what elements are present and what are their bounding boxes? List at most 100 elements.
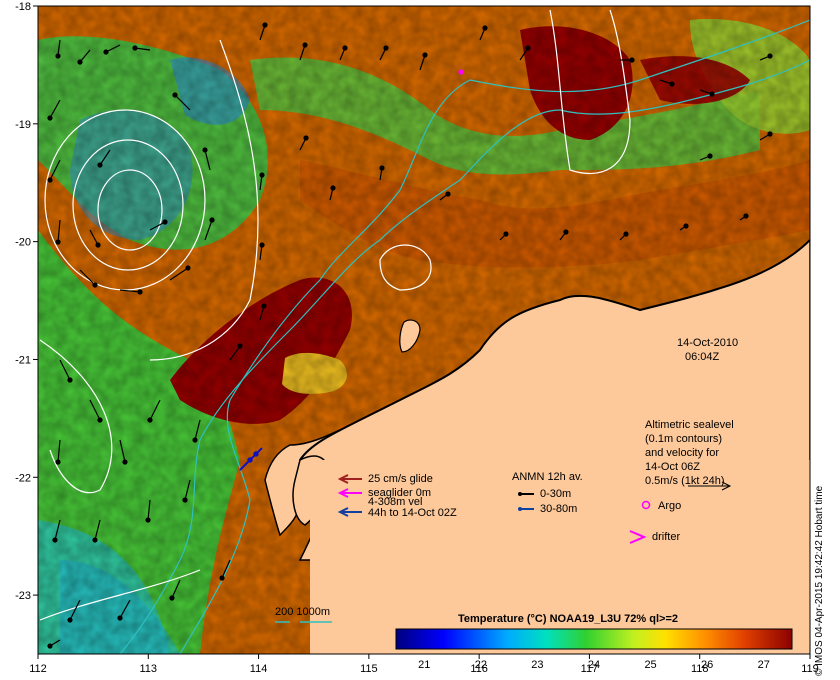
velocity-arrow (119, 439, 128, 465)
colorbar-tick-label: 21 (418, 659, 430, 671)
altimetry-line-5: 0.5m/s (1kt 24h) (645, 475, 724, 487)
velocity-arrow (145, 499, 151, 523)
isobath-legend-label: 200 1000m (275, 606, 330, 618)
lat-tick-label: -18 (15, 1, 31, 13)
velocity-arrow (59, 359, 73, 383)
velocity-arrow (103, 44, 121, 55)
colorbar-tick-label: 22 (475, 659, 487, 671)
velocity-arrow (169, 265, 191, 281)
velocity-arrow (219, 559, 231, 581)
velocity-arrow (55, 219, 61, 245)
timestamp-date: 14-Oct-2010 (677, 337, 738, 349)
map-plot-area (38, 6, 810, 654)
anmn-dot-deep (518, 507, 522, 511)
seaglider-arrowhead (337, 488, 349, 498)
velocity-arrow (202, 147, 211, 171)
velocity-arrow (379, 165, 385, 181)
velocity-arrow (620, 57, 635, 63)
velocity-arrow (519, 45, 531, 61)
argo-label: Argo (658, 500, 681, 512)
lon-tick-label: 115 (360, 663, 378, 675)
velocity-arrow (439, 191, 451, 201)
altimetry-line-1: Altimetric sealevel (645, 419, 734, 431)
velocity-arrow (259, 242, 265, 261)
glider-legend-line-1: 25 cm/s glide (368, 473, 433, 485)
velocity-arrow (379, 45, 389, 61)
velocity-arrow (192, 419, 201, 443)
colorbar-tick-label: 26 (701, 659, 713, 671)
lon-tick-label: 119 (801, 663, 819, 675)
longitude-axis: 112 113 114 115 116 117 118 119 (29, 654, 819, 675)
velocity-arrow (739, 213, 749, 221)
velocity-arrow (147, 399, 161, 423)
lat-tick-label: -22 (15, 472, 31, 484)
velocity-arrow (259, 172, 265, 191)
glider-legend-line-4: 44h to 14-Oct 02Z (368, 507, 457, 519)
glider-track (239, 447, 263, 471)
plot-frame (37, 5, 811, 655)
latitude-axis: -18 -19 -20 -21 -22 -23 (15, 1, 38, 602)
lon-tick-label: 114 (250, 663, 268, 675)
velocity-arrow (47, 159, 61, 183)
anmn-dot-shallow (518, 492, 522, 496)
velocity-arrow (699, 89, 715, 97)
colorbar-tick-label: 23 (531, 659, 543, 671)
velocity-arrow (229, 343, 243, 361)
argo-marker-icon (641, 500, 651, 510)
anmn-title: ANMN 12h av. (512, 471, 583, 483)
drifter-marker-icon (629, 530, 647, 544)
anmn-item-shallow: 0-30m (540, 488, 571, 500)
lat-tick-label: -21 (15, 354, 31, 366)
velocity-arrow (499, 231, 509, 241)
velocity-arrow (259, 22, 268, 41)
velocity-arrow (89, 399, 103, 423)
glide-arrowhead (337, 474, 349, 484)
velocity-arrow (679, 223, 689, 231)
altimetry-line-4: 14-Oct 06Z (645, 461, 700, 473)
velocity-arrow (119, 289, 143, 295)
velocity-arrow (699, 153, 713, 161)
velocity-arrow (47, 99, 61, 121)
velocity-arrow (759, 131, 773, 141)
velocity-arrow (169, 579, 181, 601)
velocity-arrow (259, 303, 267, 321)
velocity-arrows (47, 22, 773, 649)
velocity-arrow (89, 229, 101, 248)
velocity-arrow (329, 185, 336, 201)
velocity-arrow (47, 639, 61, 649)
lon-tick-label: 113 (140, 663, 158, 675)
velocity-arrow (79, 269, 98, 288)
velocity-arrow (559, 229, 569, 241)
anmn-legend: ANMN 12h av. 0-30m 30-80m (512, 471, 583, 515)
lat-tick-label: -23 (15, 590, 31, 602)
altimetry-line-3: and velocity for (645, 447, 719, 459)
glider-legend-line-3: 4-308m vel (368, 496, 422, 508)
velocity-arrow (479, 25, 488, 41)
lat-tick-label: -19 (15, 119, 31, 131)
velocity-arrow (299, 135, 309, 151)
lon-tick-label: 118 (691, 663, 709, 675)
velocity-arrow (182, 479, 191, 503)
velocity-arrow (92, 519, 101, 543)
velocity-arrow (339, 45, 348, 61)
colorbar-tick-label: 27 (758, 659, 770, 671)
velocity-arrow (172, 92, 191, 111)
velocity-arrow (67, 599, 81, 623)
island-barrow (399, 319, 421, 353)
colorbar-tick-label: 25 (644, 659, 656, 671)
velocity-arrow (419, 52, 428, 71)
velocity-arrow (97, 149, 111, 168)
glider-legend: 25 cm/s glide seaglider 0m 4-308m vel 44… (337, 473, 457, 519)
credit-text: © IMOS 04-Apr-2015 19:42:42 Hobart time (814, 485, 825, 676)
lon-tick-label: 116 (470, 663, 488, 675)
velocity-arrow (299, 42, 308, 61)
timestamp-time: 06:04Z (685, 351, 720, 363)
lon-tick-label: 117 (581, 663, 599, 675)
colorbar-title: Temperature (°C) NOAA19_L3U 72% ql>=2 (458, 613, 678, 625)
velocity-arrow (55, 439, 61, 465)
isobath-1000m (119, 59, 810, 654)
lat-tick-label: -20 (15, 237, 31, 249)
velocity-arrow (204, 217, 215, 241)
glider-legend-line-2: seaglider 0m (368, 487, 431, 499)
